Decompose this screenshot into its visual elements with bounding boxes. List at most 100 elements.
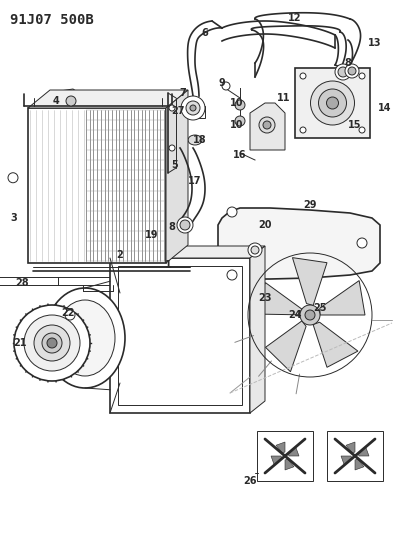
Circle shape [190,105,196,111]
Bar [327,431,383,481]
Text: 4: 4 [53,96,59,106]
Text: 25: 25 [313,303,327,313]
Circle shape [34,325,70,361]
Text: 17: 17 [188,176,202,186]
Text: 11: 11 [277,93,291,103]
Circle shape [235,100,245,110]
Text: 20: 20 [258,220,272,230]
Polygon shape [341,456,352,465]
Text: 3: 3 [11,213,17,223]
Text: 13: 13 [368,38,382,48]
Circle shape [14,305,90,381]
Text: 2: 2 [117,250,123,260]
Polygon shape [0,277,181,285]
Polygon shape [276,442,285,453]
Circle shape [311,81,354,125]
Text: 6: 6 [202,28,208,38]
Bar [118,266,242,405]
Polygon shape [28,90,188,108]
Text: 29: 29 [303,200,317,210]
Circle shape [318,89,347,117]
Circle shape [24,315,80,371]
Text: 91J07 500B: 91J07 500B [10,13,94,27]
Polygon shape [292,257,327,305]
Circle shape [359,73,365,79]
Polygon shape [313,322,358,367]
Polygon shape [285,459,294,470]
Polygon shape [265,321,306,372]
Text: 18: 18 [193,135,207,145]
Ellipse shape [55,300,115,376]
Circle shape [300,127,306,133]
Text: 5: 5 [172,160,179,170]
Text: 7: 7 [180,88,186,98]
Circle shape [227,270,237,280]
Ellipse shape [45,288,125,388]
Circle shape [357,238,367,248]
Polygon shape [250,246,265,413]
Circle shape [181,96,205,120]
Circle shape [345,64,359,78]
Polygon shape [250,282,302,315]
Ellipse shape [188,135,202,145]
Text: 8: 8 [168,222,175,232]
Polygon shape [271,456,282,465]
Circle shape [177,217,193,233]
Circle shape [326,97,339,109]
Circle shape [335,64,351,80]
Text: 23: 23 [258,293,272,303]
Circle shape [227,207,237,217]
Circle shape [169,145,175,151]
Text: 19: 19 [145,230,159,240]
Bar [295,68,370,138]
Polygon shape [346,442,355,453]
Circle shape [305,310,315,320]
Circle shape [259,117,275,133]
Text: 9: 9 [219,78,225,88]
Bar [28,108,166,263]
Circle shape [65,310,75,320]
Text: 24: 24 [288,310,302,320]
Circle shape [235,116,245,126]
Polygon shape [358,447,369,456]
Bar [257,431,313,481]
Text: 14: 14 [378,103,392,113]
Circle shape [300,73,306,79]
Circle shape [263,121,271,129]
Circle shape [359,127,365,133]
Circle shape [248,243,262,257]
Polygon shape [355,459,364,470]
Circle shape [348,67,356,75]
Text: 15: 15 [348,120,362,130]
Polygon shape [110,246,265,258]
Text: 21: 21 [13,338,27,348]
Polygon shape [250,103,285,150]
Circle shape [169,105,175,111]
Polygon shape [288,447,299,456]
Text: 26: 26 [243,476,257,486]
Text: 10: 10 [230,98,244,108]
Text: 8: 8 [345,58,351,68]
Circle shape [338,67,348,77]
Bar [175,106,205,118]
Text: 16: 16 [233,150,247,160]
Circle shape [251,246,259,254]
Circle shape [8,173,18,183]
Polygon shape [166,90,188,263]
Text: 27: 27 [171,106,185,116]
Text: 12: 12 [288,13,302,23]
Circle shape [222,82,230,90]
Polygon shape [218,208,380,279]
Circle shape [300,305,320,325]
Circle shape [47,338,57,348]
Bar [110,258,250,413]
Text: 1: 1 [164,260,171,270]
Circle shape [42,333,62,353]
Text: 22: 22 [61,308,75,318]
Circle shape [66,96,76,106]
Circle shape [180,220,190,230]
Polygon shape [320,280,365,315]
Text: 10: 10 [230,120,244,130]
Text: 28: 28 [15,278,29,288]
Circle shape [186,101,200,115]
